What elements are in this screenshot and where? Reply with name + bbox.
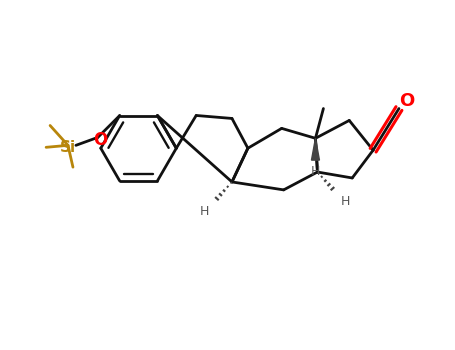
Polygon shape [312, 138, 319, 160]
Text: H: H [199, 205, 209, 218]
Text: O: O [399, 92, 415, 110]
Text: O: O [93, 131, 107, 149]
Text: H: H [341, 195, 350, 208]
Text: H: H [311, 164, 320, 177]
Text: Si: Si [60, 140, 76, 155]
